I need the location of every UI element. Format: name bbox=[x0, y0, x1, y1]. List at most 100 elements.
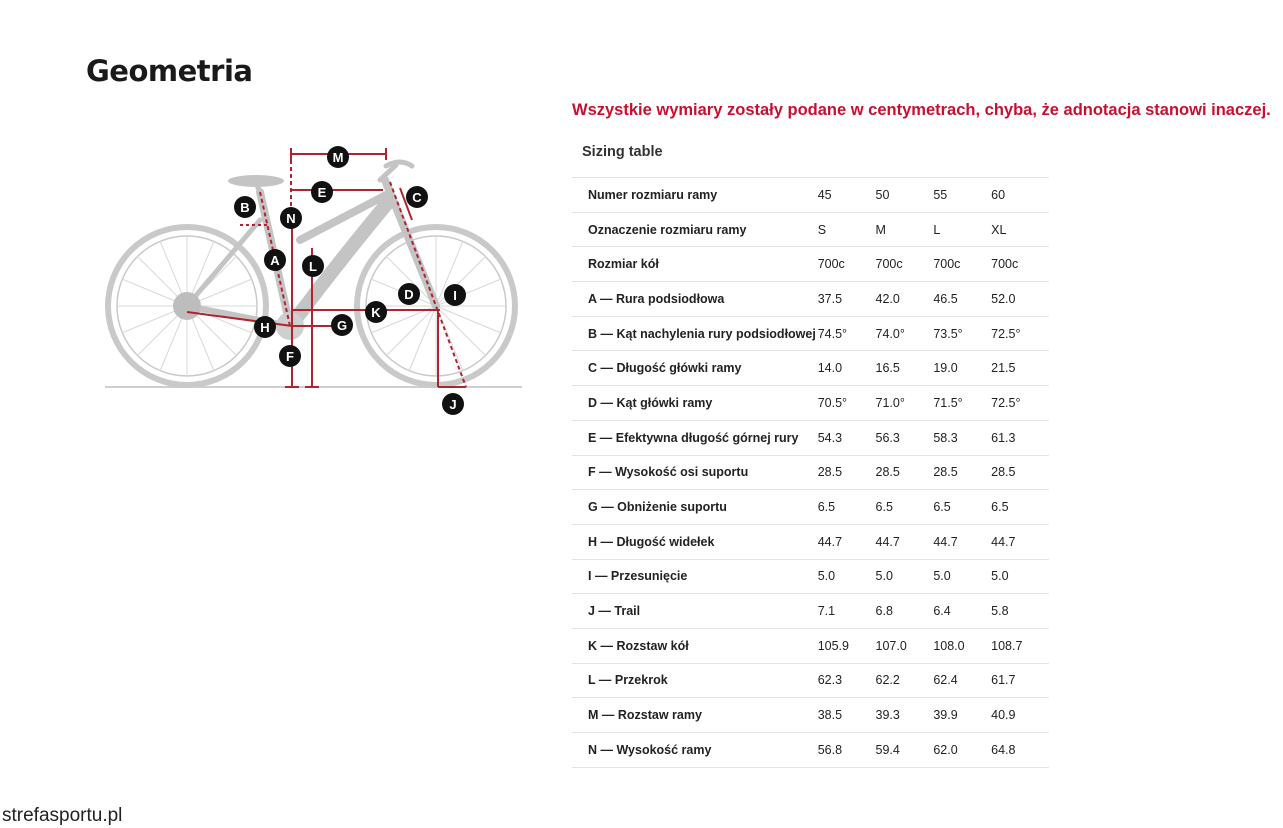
row-value: 62.3 bbox=[817, 662, 876, 698]
row-value: 6.8 bbox=[875, 593, 934, 629]
row-label: L — Przekrok bbox=[572, 662, 818, 698]
row-value: 28.5 bbox=[817, 454, 876, 490]
row-label: Numer rozmiaru ramy bbox=[572, 177, 818, 213]
row-value: 74.0° bbox=[875, 315, 934, 351]
row-value: 44.7 bbox=[991, 523, 1049, 560]
marker-g: G bbox=[331, 314, 353, 336]
table-row: N — Wysokość ramy 56.8 59.4 62.0 64.8 bbox=[572, 732, 1049, 768]
table-row: F — Wysokość osi suportu 28.5 28.5 28.5 28.5 bbox=[572, 454, 1049, 490]
row-value: 6.5 bbox=[875, 489, 934, 525]
units-note: Wszystkie wymiary zostały podane w centy… bbox=[572, 101, 1271, 119]
table-row: A — Rura podsiodłowa 37.5 42.0 46.5 52.0 bbox=[572, 281, 1049, 317]
row-value: 39.3 bbox=[875, 697, 934, 733]
marker-d-label: D bbox=[404, 287, 413, 302]
row-value: 71.0° bbox=[875, 385, 934, 421]
row-value: 72.5° bbox=[991, 315, 1049, 351]
row-value: 5.8 bbox=[991, 593, 1049, 629]
row-value: 108.7 bbox=[991, 627, 1049, 664]
row-value: 46.5 bbox=[933, 281, 992, 317]
table-row: I — Przesunięcie 5.0 5.0 5.0 5.0 bbox=[572, 558, 1049, 594]
table-row: Rozmiar kół 700c 700c 700c 700c bbox=[572, 246, 1049, 282]
marker-a: A bbox=[264, 249, 286, 271]
marker-d: D bbox=[398, 283, 420, 305]
marker-f: F bbox=[279, 345, 301, 367]
table-row: Oznaczenie rozmiaru ramy S M L XL bbox=[572, 211, 1049, 247]
row-label: Oznaczenie rozmiaru ramy bbox=[572, 211, 818, 247]
table-row: E — Efektywna długość górnej rury 54.3 56.… bbox=[572, 419, 1049, 455]
row-value: 73.5° bbox=[933, 315, 992, 351]
row-value: L bbox=[933, 211, 992, 247]
row-value: 70.5° bbox=[817, 385, 876, 421]
row-value: 6.5 bbox=[991, 489, 1049, 525]
marker-j: J bbox=[442, 393, 464, 415]
row-value: 56.8 bbox=[817, 732, 876, 768]
row-value: 6.5 bbox=[933, 489, 992, 525]
row-value: 62.2 bbox=[875, 662, 934, 698]
table-row: J — Trail 7.1 6.8 6.4 5.8 bbox=[572, 593, 1049, 629]
marker-e: E bbox=[311, 181, 333, 203]
row-value: 44.7 bbox=[933, 523, 992, 560]
row-value: 37.5 bbox=[817, 281, 876, 317]
row-label: E — Efektywna długość górnej rury bbox=[572, 419, 818, 455]
geometry-diagram: M E C B N A L D I K H G F J bbox=[105, 146, 522, 415]
marker-c-label: C bbox=[412, 190, 422, 205]
row-value: 45 bbox=[817, 177, 876, 213]
row-label: M — Rozstaw ramy bbox=[572, 697, 818, 733]
row-value: 64.8 bbox=[991, 732, 1049, 768]
row-value: 42.0 bbox=[875, 281, 934, 317]
row-value: 107.0 bbox=[875, 627, 934, 664]
row-value: 700c bbox=[991, 246, 1049, 282]
marker-n: N bbox=[280, 207, 302, 229]
marker-b: B bbox=[234, 196, 256, 218]
marker-m-label: M bbox=[333, 150, 344, 165]
row-label: F — Wysokość osi suportu bbox=[572, 454, 818, 490]
row-value: 60 bbox=[991, 177, 1049, 213]
row-value: 108.0 bbox=[933, 627, 992, 664]
row-value: 28.5 bbox=[933, 454, 992, 490]
row-value: 38.5 bbox=[817, 697, 876, 733]
row-value: 7.1 bbox=[817, 593, 876, 629]
marker-m: M bbox=[327, 146, 349, 168]
marker-l-label: L bbox=[309, 259, 317, 274]
page-title: Geometria bbox=[86, 54, 253, 88]
row-value: 28.5 bbox=[875, 454, 934, 490]
row-label: H — Długość widełek bbox=[572, 523, 818, 560]
row-value: 44.7 bbox=[875, 523, 934, 560]
row-label: G — Obniżenie suportu bbox=[572, 489, 818, 525]
row-label: A — Rura podsiodłowa bbox=[572, 281, 818, 317]
marker-g-label: G bbox=[337, 318, 347, 333]
marker-a-label: A bbox=[270, 253, 280, 268]
table-row: Numer rozmiaru ramy 45 50 55 60 bbox=[572, 177, 1049, 213]
row-label: I — Przesunięcie bbox=[572, 558, 818, 594]
row-value: 700c bbox=[817, 246, 876, 282]
table-row: D — Kąt główki ramy 70.5° 71.0° 71.5° 72.5° bbox=[572, 385, 1049, 421]
marker-n-label: N bbox=[286, 211, 295, 226]
row-value: 59.4 bbox=[875, 732, 934, 768]
saddle bbox=[228, 175, 284, 187]
row-value: 6.5 bbox=[817, 489, 876, 525]
row-value: 58.3 bbox=[933, 419, 992, 455]
row-value: 28.5 bbox=[991, 454, 1049, 490]
sizing-table: Numer rozmiaru ramy 45 50 55 60 Oznaczenie ro… bbox=[572, 177, 1049, 768]
marker-k-label: K bbox=[371, 305, 381, 320]
row-label: B — Kąt nachylenia rury podsiodłowej bbox=[572, 315, 818, 351]
row-value: 6.4 bbox=[933, 593, 992, 629]
row-value: 700c bbox=[875, 246, 934, 282]
row-value: 61.7 bbox=[991, 662, 1049, 698]
row-value: 21.5 bbox=[991, 350, 1049, 386]
row-value: 40.9 bbox=[991, 697, 1049, 733]
table-row: C — Długość główki ramy 14.0 16.5 19.0 21.5 bbox=[572, 350, 1049, 386]
row-value: 39.9 bbox=[933, 697, 992, 733]
row-value: 16.5 bbox=[875, 350, 934, 386]
row-label: N — Wysokość ramy bbox=[572, 732, 818, 768]
cassette bbox=[173, 292, 201, 320]
sizing-table-caption: Sizing table bbox=[582, 144, 663, 160]
row-value: 52.0 bbox=[991, 281, 1049, 317]
table-row: K — Rozstaw kół 105.9 107.0 108.0 108.7 bbox=[572, 627, 1049, 664]
row-value: 19.0 bbox=[933, 350, 992, 386]
row-value: S bbox=[817, 211, 876, 247]
marker-b-label: B bbox=[240, 200, 249, 215]
marker-i: I bbox=[444, 284, 466, 306]
marker-e-label: E bbox=[318, 185, 327, 200]
marker-i-label: I bbox=[453, 288, 457, 303]
